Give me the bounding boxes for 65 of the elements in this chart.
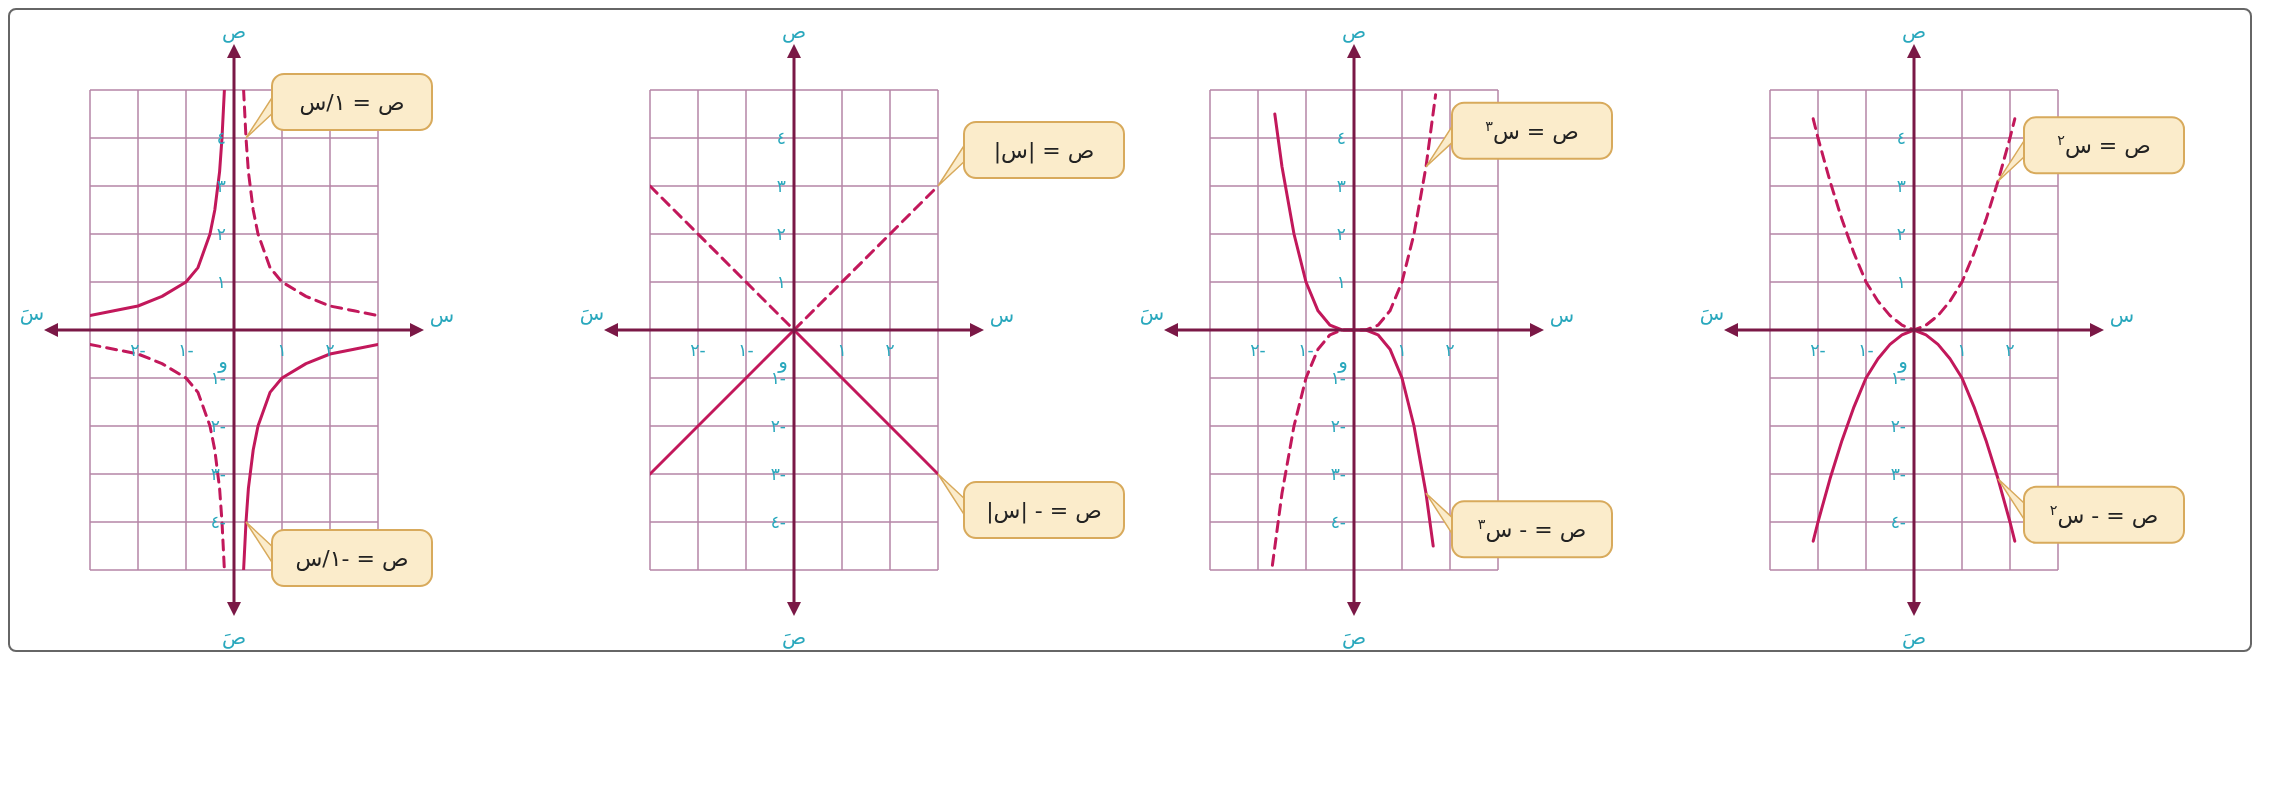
x-tick-label: ١ — [1957, 340, 1967, 360]
text: ص = - س$^{٣}$ — [1477, 516, 1587, 544]
y-tick-label: ٣- — [770, 464, 786, 484]
x-axis-title: س — [989, 303, 1015, 327]
text: سَ — [1699, 301, 1725, 325]
y-axis-title: ص — [1901, 19, 1927, 43]
y-tick-label: ٢- — [210, 416, 226, 436]
x-tick-label: ١- — [738, 340, 754, 360]
line-series — [1811, 117, 2017, 332]
y-tick-label: ٣ — [776, 176, 786, 196]
text: ص = |س| — [993, 138, 1095, 164]
text: ص = ١/س — [299, 90, 405, 116]
text: صَ — [1341, 625, 1367, 649]
x-axis-title: س — [429, 303, 455, 327]
y-tick-label: ٤ — [1336, 128, 1346, 148]
x-tick-label: ١ — [277, 340, 287, 360]
x-axis-title: س — [2109, 303, 2135, 327]
x-tick-label: ١ — [1397, 340, 1407, 360]
text: صَ — [1901, 625, 1927, 649]
y-tick-label: ١ — [1896, 272, 1906, 292]
text: ص = -١/س — [295, 546, 409, 572]
y-tick-label: ٢- — [1890, 416, 1906, 436]
x-axis-title: س — [1549, 303, 1575, 327]
x-tick-label: ٢- — [1810, 340, 1826, 360]
text: سَ — [1139, 301, 1165, 325]
y-tick-label: ٢ — [1896, 224, 1906, 244]
y-tick-label: ٣ — [1896, 176, 1906, 196]
x-tick-label: ٢- — [690, 340, 706, 360]
x-tick-label: ١- — [1298, 340, 1314, 360]
x-tick-label: ٢ — [885, 340, 895, 360]
y-tick-label: ٢- — [1330, 416, 1346, 436]
text: سَ — [579, 301, 605, 325]
y-tick-label: ١ — [776, 272, 786, 292]
x-tick-label: ١ — [837, 340, 847, 360]
x-tick-label: ١- — [178, 340, 194, 360]
y-axis-title: ص — [221, 19, 247, 43]
y-axis-title: ص — [1341, 19, 1367, 43]
y-tick-label: ٣ — [1336, 176, 1346, 196]
text: ص = س$^{٢}$ — [2057, 132, 2151, 160]
y-tick-label: ٢ — [1336, 224, 1346, 244]
text: ص = س$^{٣}$ — [1485, 117, 1579, 145]
y-tick-label: ٤- — [210, 512, 226, 532]
x-tick-label: ٢ — [1445, 340, 1455, 360]
y-tick-label: ٤- — [1330, 512, 1346, 532]
y-tick-label: ٤ — [776, 128, 786, 148]
y-axis-title: ص — [781, 19, 807, 43]
y-tick-label: ٢ — [776, 224, 786, 244]
y-tick-label: ٤- — [770, 512, 786, 532]
y-tick-label: ٢ — [216, 224, 226, 244]
y-tick-label: ١ — [216, 272, 226, 292]
series-label: ص = - س$^{٢}$ — [2049, 501, 2159, 529]
y-tick-label: ٣- — [1890, 464, 1906, 484]
x-tick-label: ٢- — [1250, 340, 1266, 360]
y-tick-label: ٢- — [770, 416, 786, 436]
y-tick-label: ٤ — [1896, 128, 1906, 148]
text: سَ — [19, 301, 45, 325]
y-tick-label: ٤- — [1890, 512, 1906, 532]
y-tick-label: ١ — [1336, 272, 1346, 292]
text: صَ — [781, 625, 807, 649]
x-tick-label: ٢ — [2005, 340, 2015, 360]
text: صَ — [221, 625, 247, 649]
y-tick-label: ٣- — [1330, 464, 1346, 484]
x-tick-label: ١- — [1858, 340, 1874, 360]
text: ص = - |س| — [986, 498, 1102, 524]
y-tick-label: ٣- — [210, 464, 226, 484]
